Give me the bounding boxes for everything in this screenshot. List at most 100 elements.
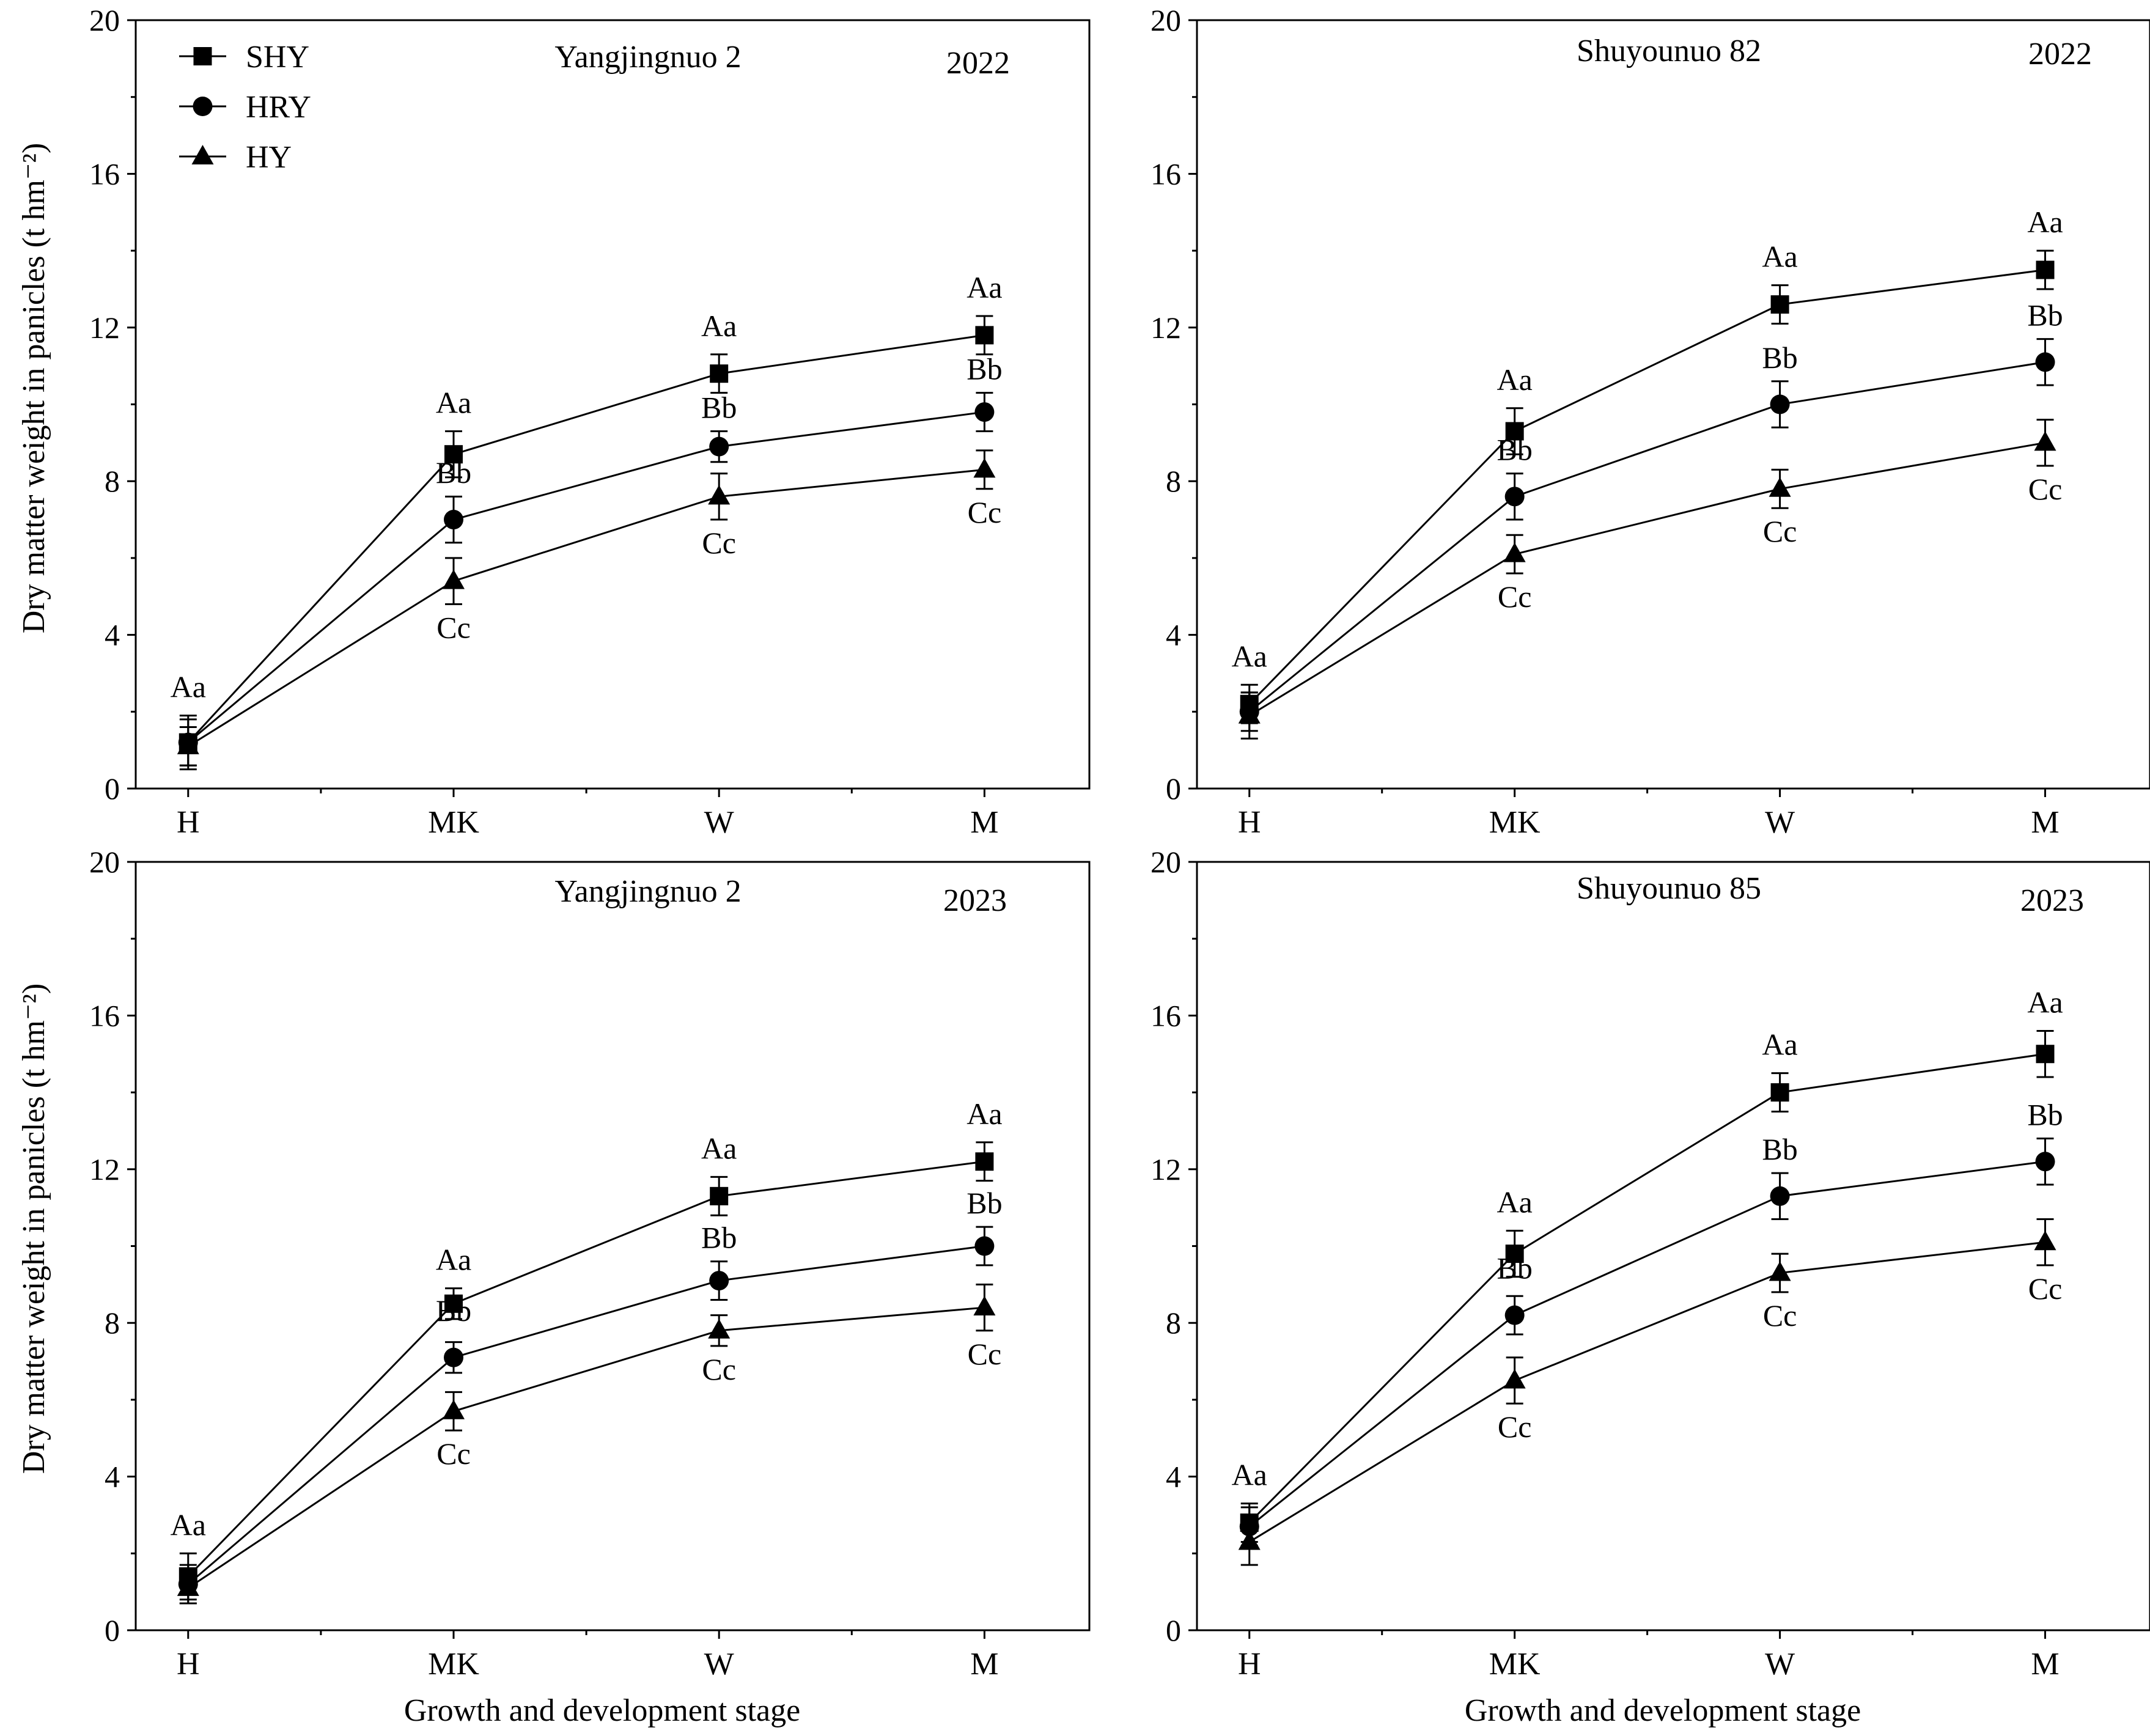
significance-label: Bb (1762, 340, 1797, 375)
marker-square (1770, 295, 1789, 314)
y-axis-title-top: Dry matter weight in panicles (t hm⁻²) (17, 143, 51, 634)
panel-year: 2023 (943, 883, 1007, 918)
significance-label: Aa (966, 1097, 1002, 1131)
panel-year: 2022 (946, 46, 1010, 81)
series-HRY: Bb Bb Bb (178, 352, 1003, 767)
significance-label: Cc (968, 495, 1002, 529)
significance-label: Bb (436, 455, 471, 490)
y-tick-label: 8 (1166, 1306, 1181, 1340)
significance-label: Aa (1232, 639, 1267, 673)
y-tick-label: 12 (1150, 311, 1181, 345)
x-tick-label: M (970, 805, 998, 840)
x-tick-label: W (704, 1647, 734, 1682)
x-axis-title-left: Growth and development stage (404, 1693, 800, 1728)
panel-title: Yangjingnuo 2 (554, 40, 741, 75)
series-HY: Cc Cc Cc (177, 1283, 1002, 1605)
significance-label: Cc (968, 1337, 1002, 1371)
axis-titles: Dry matter weight in panicles (t hm⁻²) D… (17, 143, 1861, 1728)
marker-circle (444, 510, 463, 530)
series-HY: Cc Cc Cc (1238, 1218, 2062, 1566)
series-line (1248, 269, 2045, 705)
y-tick-label: 0 (105, 771, 120, 806)
significance-label: Aa (966, 270, 1002, 304)
legend-label: SHY (246, 40, 309, 75)
panel-title: Yangjingnuo 2 (554, 874, 741, 909)
x-tick-label: H (177, 1647, 200, 1682)
significance-label: Bb (966, 1186, 1002, 1220)
series-HRY: Bb Bb Bb (1239, 1098, 2063, 1547)
significance-label: Aa (2027, 985, 2063, 1020)
series-line (187, 411, 985, 743)
marker-triangle (2034, 431, 2056, 451)
panel-year: 2022 (2028, 37, 2092, 72)
marker-circle (1770, 394, 1790, 414)
significance-label: Cc (1763, 514, 1797, 548)
series-line (1248, 361, 2045, 713)
x-tick-label: H (177, 805, 200, 840)
marker-circle (974, 402, 995, 422)
legend-marker-square (193, 47, 212, 65)
marker-triangle (1503, 1369, 1526, 1389)
significance-label: Bb (701, 1221, 737, 1255)
x-tick-label: W (704, 805, 734, 840)
marker-circle (709, 436, 729, 457)
x-tick-label: MK (428, 805, 479, 840)
significance-label: Aa (1762, 240, 1797, 274)
x-tick-label: MK (1489, 805, 1541, 840)
panel-title: Shuyounuo 82 (1577, 34, 1761, 68)
series-line (187, 1245, 985, 1585)
marker-triangle (1238, 704, 1261, 724)
series-line (187, 1306, 985, 1589)
marker-circle (1770, 1186, 1790, 1206)
marker-triangle (708, 485, 731, 505)
significance-label: Aa (701, 1131, 737, 1165)
x-tick-label: M (2031, 1647, 2059, 1682)
significance-label: Aa (2027, 205, 2063, 239)
y-tick-label: 16 (1150, 156, 1181, 191)
y-tick-label: 4 (1166, 1460, 1181, 1494)
y-tick-label: 20 (1150, 845, 1181, 879)
series-SHY: Aa Aa Aa Aa (171, 270, 1003, 771)
marker-triangle (708, 1319, 731, 1339)
significance-label: Cc (2028, 472, 2063, 506)
marker-square (444, 1294, 463, 1313)
significance-label: Cc (436, 610, 471, 644)
series-line (187, 1160, 985, 1578)
marker-triangle (1238, 1530, 1261, 1550)
marker-triangle (177, 734, 199, 754)
plot-frame (134, 861, 1091, 1631)
series-line (188, 468, 985, 748)
marker-square (2036, 1045, 2055, 1064)
x-tick-label: M (970, 1647, 998, 1682)
x-axis-title-right: Growth and development stage (1465, 1693, 1861, 1728)
marker-circle (709, 1271, 729, 1291)
series-line (1248, 441, 2045, 716)
y-axis-title-bottom: Dry matter weight in panicles (t hm⁻²) (17, 984, 51, 1474)
y-tick-label: 4 (1166, 618, 1181, 652)
y-tick-label: 8 (105, 464, 120, 498)
y-tick-label: 0 (105, 1613, 120, 1647)
series-HRY: Bb Bb Bb (1239, 298, 2063, 732)
significance-label: Bb (436, 1293, 471, 1328)
x-tick-label: MK (428, 1647, 479, 1682)
marker-circle (1504, 1305, 1525, 1325)
significance-label: Bb (1497, 432, 1532, 466)
marker-circle (974, 1236, 995, 1256)
significance-label: Cc (1763, 1298, 1797, 1333)
x-tick-label: H (1238, 805, 1261, 840)
significance-label: Aa (1232, 1458, 1267, 1492)
y-tick-label: 12 (89, 311, 120, 345)
legend-label: HRY (246, 90, 311, 125)
y-tick-label: 16 (89, 156, 120, 191)
marker-square (2036, 260, 2055, 279)
y-tick-label: 12 (89, 1152, 120, 1186)
marker-square (975, 1152, 994, 1171)
y-tick-label: 0 (1166, 1613, 1181, 1647)
significance-label: Bb (966, 352, 1002, 386)
marker-circle (2035, 352, 2055, 372)
series-SHY: Aa Aa Aa Aa (171, 1097, 1003, 1601)
